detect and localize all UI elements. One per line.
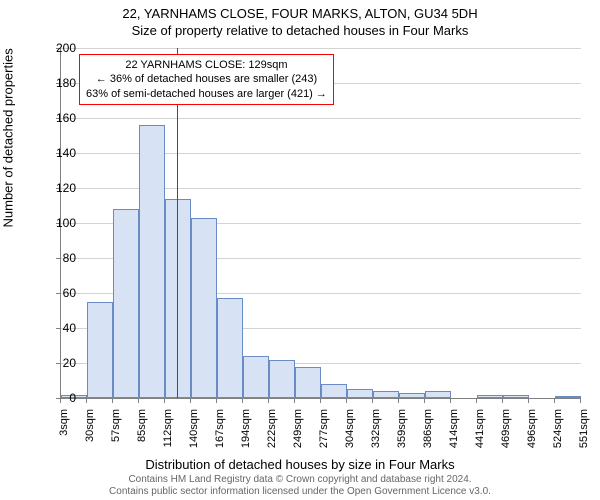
histogram-bar xyxy=(139,125,165,398)
y-tick-label: 120 xyxy=(46,181,76,195)
y-tick-label: 20 xyxy=(46,356,76,370)
histogram-bar xyxy=(321,384,347,398)
y-tick-label: 80 xyxy=(46,251,76,265)
x-axis-label: Distribution of detached houses by size … xyxy=(0,457,600,472)
histogram-bar xyxy=(269,360,295,399)
histogram-bar xyxy=(477,395,503,399)
annotation-line3: 63% of semi-detached houses are larger (… xyxy=(86,87,327,101)
y-tick-label: 200 xyxy=(46,41,76,55)
gridline xyxy=(61,118,581,119)
footer-copyright: Contains HM Land Registry data © Crown c… xyxy=(0,474,600,486)
y-tick-label: 160 xyxy=(46,111,76,125)
y-tick-label: 40 xyxy=(46,321,76,335)
chart-title: 22, YARNHAMS CLOSE, FOUR MARKS, ALTON, G… xyxy=(0,0,600,23)
annotation-line1: 22 YARNHAMS CLOSE: 129sqm xyxy=(86,58,327,72)
footer-licence: Contains public sector information licen… xyxy=(0,486,600,498)
y-tick-label: 140 xyxy=(46,146,76,160)
histogram-bar xyxy=(373,391,399,398)
histogram-bar xyxy=(503,395,529,399)
annotation-box: 22 YARNHAMS CLOSE: 129sqm← 36% of detach… xyxy=(79,54,334,105)
histogram-bar xyxy=(555,396,581,398)
histogram-bar xyxy=(243,356,269,398)
histogram-bar xyxy=(425,391,451,398)
y-tick-label: 180 xyxy=(46,76,76,90)
histogram-bar xyxy=(191,218,217,398)
gridline xyxy=(61,48,581,49)
property-size-histogram: 22, YARNHAMS CLOSE, FOUR MARKS, ALTON, G… xyxy=(0,0,600,500)
chart-subtitle: Size of property relative to detached ho… xyxy=(0,23,600,42)
annotation-line2: ← 36% of detached houses are smaller (24… xyxy=(86,72,327,86)
histogram-bar xyxy=(113,209,139,398)
histogram-bar xyxy=(295,367,321,399)
histogram-bar xyxy=(87,302,113,398)
y-tick-label: 100 xyxy=(46,216,76,230)
chart-footer: Contains HM Land Registry data © Crown c… xyxy=(0,474,600,498)
y-axis-label: Number of detached properties xyxy=(1,48,16,227)
histogram-bar xyxy=(217,298,243,398)
histogram-bar xyxy=(399,393,425,398)
plot-area: 22 YARNHAMS CLOSE: 129sqm← 36% of detach… xyxy=(60,48,581,399)
y-tick-label: 60 xyxy=(46,286,76,300)
histogram-bar xyxy=(347,389,373,398)
y-tick-label: 0 xyxy=(46,391,76,405)
